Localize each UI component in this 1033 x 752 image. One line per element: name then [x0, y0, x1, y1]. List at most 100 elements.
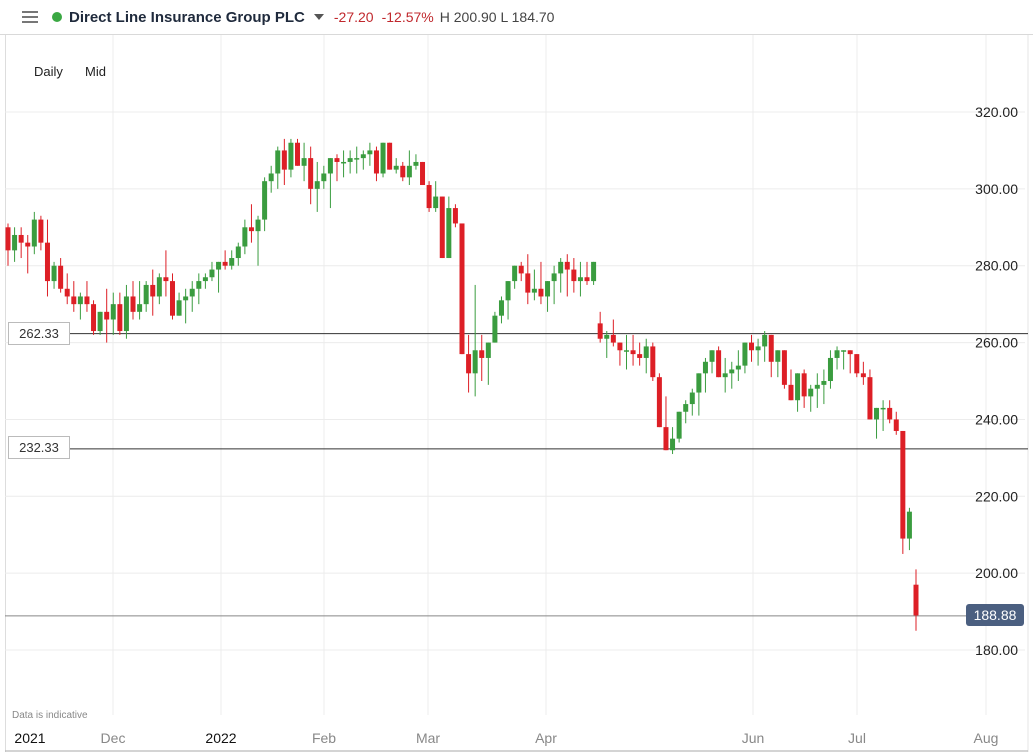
- candle: [696, 373, 702, 416]
- candle: [762, 331, 768, 362]
- candle: [854, 354, 860, 378]
- candle: [492, 311, 498, 343]
- candle: [446, 196, 452, 259]
- instrument-name[interactable]: Direct Line Insurance Group PLC: [69, 8, 305, 26]
- y-axis-label: 320.00: [975, 104, 1018, 120]
- candle: [545, 281, 551, 312]
- y-axis-label: 260.00: [975, 335, 1018, 351]
- caret-down-icon[interactable]: [313, 14, 324, 20]
- candle: [373, 146, 379, 182]
- candle: [610, 319, 616, 347]
- candle: [97, 311, 103, 335]
- candle: [18, 227, 24, 259]
- candle: [137, 281, 143, 320]
- candle: [729, 361, 735, 389]
- candle: [308, 146, 314, 205]
- candle: [91, 300, 97, 335]
- candle: [841, 350, 847, 370]
- candle: [64, 273, 70, 305]
- price-type-selector[interactable]: Mid: [85, 64, 106, 79]
- candle: [189, 281, 195, 312]
- candle: [420, 161, 426, 186]
- high-low: H 200.90 L 184.70: [439, 9, 555, 25]
- candle: [183, 288, 189, 324]
- candle: [327, 158, 333, 209]
- candle: [130, 281, 136, 320]
- candle: [702, 357, 708, 393]
- candle: [650, 342, 656, 382]
- candle: [242, 219, 248, 255]
- candle: [821, 369, 827, 405]
- candle: [518, 261, 524, 282]
- candle: [321, 165, 327, 189]
- x-axis-label: Feb: [312, 730, 336, 746]
- candle: [847, 350, 853, 374]
- candle: [196, 273, 202, 305]
- candle: [623, 334, 629, 370]
- candle: [827, 350, 833, 389]
- candle: [663, 396, 669, 451]
- candle: [413, 154, 419, 170]
- candle: [900, 430, 906, 554]
- candle: [755, 338, 761, 366]
- candle: [571, 258, 577, 293]
- candle: [163, 250, 169, 297]
- candle: [143, 281, 149, 312]
- hamburger-menu-icon[interactable]: [22, 11, 38, 23]
- candle: [248, 204, 254, 243]
- candle: [341, 150, 347, 178]
- current-price-tag: 188.88: [966, 604, 1024, 626]
- candle: [295, 138, 301, 166]
- candle: [58, 258, 64, 293]
- candle: [604, 331, 610, 358]
- candle: [314, 161, 320, 212]
- candle: [12, 227, 18, 262]
- candle: [347, 150, 353, 174]
- candle: [235, 242, 241, 266]
- candle: [472, 284, 478, 397]
- candle: [367, 142, 373, 166]
- x-axis-label: Dec: [101, 730, 126, 746]
- candle: [38, 215, 44, 251]
- candle: [222, 250, 228, 270]
- candle: [814, 373, 820, 408]
- candle: [393, 158, 399, 174]
- candle: [860, 361, 866, 385]
- y-axis-label: 300.00: [975, 181, 1018, 197]
- candle: [452, 204, 458, 228]
- horizontal-line-label[interactable]: 232.33: [8, 436, 70, 459]
- candle: [597, 311, 603, 343]
- candle: [742, 342, 748, 374]
- candle: [44, 219, 50, 297]
- candle: [387, 142, 393, 170]
- candlestick-chart[interactable]: 320.00 300.00 280.00 260.00 240.00 220.00 200.…: [0, 35, 1033, 752]
- candle: [867, 369, 873, 420]
- candle: [156, 273, 162, 305]
- candle: [216, 261, 222, 293]
- horizontal-line-label[interactable]: 262.33: [8, 322, 70, 345]
- candle: [426, 181, 432, 212]
- candle: [676, 411, 682, 443]
- candle: [334, 154, 340, 182]
- candle: [150, 269, 156, 316]
- y-axis-label: 240.00: [975, 411, 1018, 427]
- candle: [110, 292, 116, 335]
- candle: [643, 338, 649, 374]
- candle: [512, 265, 518, 289]
- candle: [288, 138, 294, 178]
- candle: [906, 507, 912, 551]
- candle: [84, 281, 90, 312]
- x-axis-label: 2022: [205, 730, 236, 746]
- candle: [781, 350, 787, 389]
- candle: [670, 427, 676, 455]
- market-status-icon: [52, 12, 62, 22]
- candle: [459, 223, 465, 355]
- candle: [788, 369, 794, 401]
- candle: [795, 373, 801, 412]
- interval-selector[interactable]: Daily: [34, 64, 63, 79]
- candle: [689, 388, 695, 416]
- candle: [169, 273, 175, 320]
- candle: [229, 250, 235, 270]
- candle: [564, 254, 570, 297]
- candle: [466, 334, 472, 393]
